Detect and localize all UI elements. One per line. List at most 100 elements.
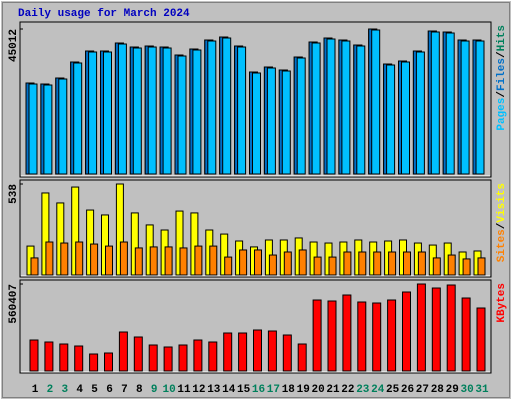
bar <box>29 339 39 372</box>
legend-entry: Pages <box>496 98 508 131</box>
bar <box>476 307 486 372</box>
x-tick-label: 10 <box>162 384 175 396</box>
bar <box>104 352 113 372</box>
bar <box>253 329 262 372</box>
bar <box>460 40 470 175</box>
bar <box>268 254 277 276</box>
bar <box>267 330 277 372</box>
x-tick-label: 20 <box>311 384 324 396</box>
bar <box>447 254 456 276</box>
bar <box>342 294 352 372</box>
bar <box>415 51 425 175</box>
x-tick-label: 15 <box>237 384 251 396</box>
legend-separator: / <box>496 91 508 98</box>
bar <box>44 341 54 372</box>
chart-title: Daily usage for March 2024 <box>18 8 190 20</box>
bar <box>208 341 218 372</box>
bar <box>164 246 173 276</box>
bar <box>401 61 410 175</box>
legend: KBytes <box>496 283 508 323</box>
bar <box>178 344 188 372</box>
x-tick-label: 27 <box>416 384 429 396</box>
bar <box>30 257 39 276</box>
x-tick-label: 14 <box>222 384 236 396</box>
bar <box>149 246 158 276</box>
bar <box>462 258 471 276</box>
bar <box>103 51 112 175</box>
x-tick-label: 23 <box>356 384 370 396</box>
x-tick-label: 16 <box>252 384 265 396</box>
bar <box>311 42 321 175</box>
x-tick-label: 4 <box>76 384 83 396</box>
bar <box>60 242 69 276</box>
bar <box>445 32 455 175</box>
bar <box>237 46 247 175</box>
x-tick-label: 11 <box>177 384 191 396</box>
bar <box>298 249 307 276</box>
bar <box>432 257 441 276</box>
bar <box>430 31 440 175</box>
bar <box>194 245 203 276</box>
plot-area <box>19 179 492 278</box>
bar <box>446 284 456 372</box>
bar <box>148 344 158 372</box>
bar <box>387 299 397 372</box>
bar <box>341 40 351 175</box>
bar <box>357 301 367 372</box>
bar <box>266 67 276 175</box>
x-tick-label: 28 <box>431 384 445 396</box>
legend-separator: / <box>496 222 508 229</box>
bar <box>296 57 306 175</box>
legend-separator: / <box>496 51 508 58</box>
x-tick-label: 12 <box>192 384 205 396</box>
x-tick-label: 30 <box>460 384 473 396</box>
x-tick-label: 1 <box>32 384 39 396</box>
bar <box>177 55 187 175</box>
bar <box>73 62 83 175</box>
bar <box>118 331 128 372</box>
bar <box>417 251 426 276</box>
bar <box>373 251 382 276</box>
bar <box>358 251 367 276</box>
legend: Sites/Visits <box>496 183 508 262</box>
x-tick-label: 13 <box>207 384 221 396</box>
bar <box>477 257 486 276</box>
bar <box>192 49 202 175</box>
bar <box>105 245 113 276</box>
bar <box>343 251 352 276</box>
bar <box>147 46 157 175</box>
legend-entry: Files <box>496 58 508 91</box>
bar <box>372 302 382 372</box>
x-tick-label: 3 <box>61 384 68 396</box>
x-tick-label: 17 <box>267 384 280 396</box>
bar <box>252 72 261 175</box>
bar <box>28 83 38 175</box>
bar <box>313 256 322 276</box>
bar <box>238 332 248 372</box>
bar <box>312 299 322 372</box>
bar <box>88 51 98 175</box>
bar <box>254 249 262 276</box>
legend-entry: Sites <box>496 229 508 262</box>
bar <box>223 332 233 372</box>
y-tick-label: 538 <box>8 184 20 204</box>
bar <box>283 251 292 276</box>
legend-entry: Visits <box>496 183 508 223</box>
x-tick-label: 9 <box>151 384 158 396</box>
x-tick-label: 5 <box>91 384 98 396</box>
bar <box>386 64 396 175</box>
bar <box>179 247 188 276</box>
y-tick-label: 45012 <box>8 29 20 62</box>
x-tick-label: 25 <box>386 384 400 396</box>
bar <box>461 297 471 372</box>
x-tick-label: 8 <box>136 384 143 396</box>
bar <box>132 47 142 175</box>
bar <box>356 45 366 175</box>
bar <box>117 43 127 175</box>
legend: Pages/Files/Hits <box>496 25 508 131</box>
bar <box>133 336 143 372</box>
bar <box>239 249 248 276</box>
bar <box>328 256 337 276</box>
